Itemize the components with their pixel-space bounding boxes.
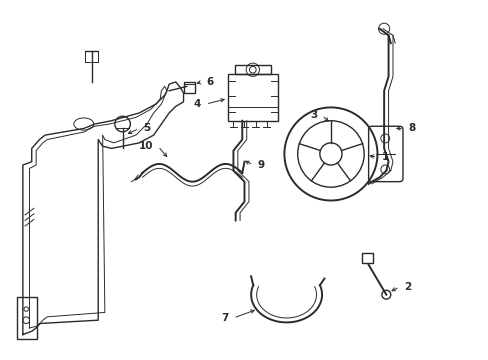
Text: 9: 9: [257, 160, 264, 170]
Text: 10: 10: [139, 141, 153, 151]
Bar: [183, 82, 194, 93]
Bar: [234, 65, 270, 74]
Text: 8: 8: [407, 123, 415, 134]
Text: 4: 4: [194, 99, 201, 109]
Text: 7: 7: [221, 313, 228, 323]
Text: 2: 2: [403, 282, 410, 292]
Bar: [227, 74, 277, 121]
Text: 5: 5: [143, 123, 151, 134]
Text: 1: 1: [381, 152, 388, 162]
Text: 6: 6: [206, 77, 214, 87]
Bar: [361, 253, 372, 262]
Text: 3: 3: [310, 110, 317, 120]
Bar: [17, 297, 37, 339]
